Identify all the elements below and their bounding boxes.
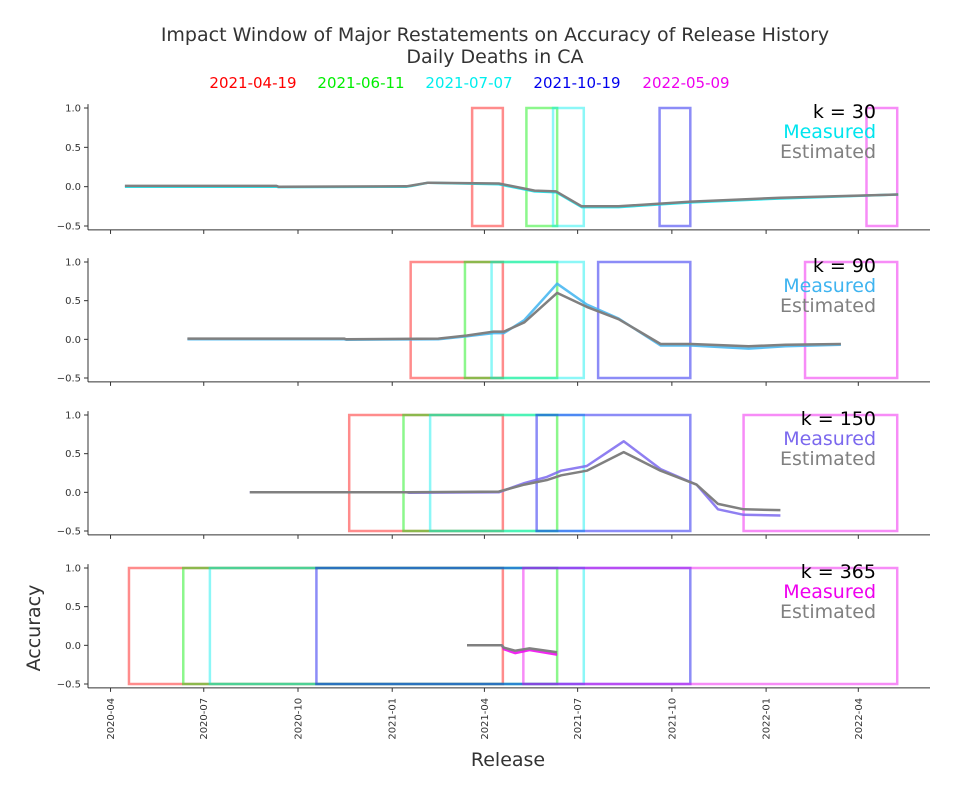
estimated-series-line (467, 644, 558, 654)
legend-entry-1: 2021-04-19 (209, 74, 296, 92)
y-tick-label: 0.0 (65, 335, 81, 346)
y-tick-label: 0.5 (65, 449, 81, 460)
y-tick-label: −0.5 (57, 527, 81, 538)
restatement-window-5 (803, 260, 899, 380)
y-tick-label: 0.5 (65, 143, 81, 154)
measured-label: Measured (783, 275, 876, 297)
restatement-window-1 (470, 106, 505, 228)
estimated-label: Estimated (780, 601, 876, 623)
estimated-label: Estimated (780, 141, 876, 163)
estimated-label: Estimated (780, 295, 876, 317)
x-tick-label: 2020-10 (294, 698, 305, 740)
estimated-series-line (124, 181, 899, 208)
measured-label: Measured (783, 121, 876, 143)
restatement-window-3 (428, 413, 586, 533)
y-tick-label: −0.5 (57, 374, 81, 385)
chart-subtitle: Daily Deaths in CA (406, 46, 583, 68)
restatement-window-1 (409, 260, 505, 380)
y-tick-label: 1.0 (65, 564, 81, 575)
y-axis-label: Accuracy (23, 585, 45, 672)
restatement-legend: 2021-04-19 2021-06-11 2021-07-07 2021-10-19… (209, 74, 729, 92)
k-label: k = 365 (801, 561, 876, 583)
x-tick-label: 2020-04 (106, 698, 117, 740)
x-tick-label: 2021-07 (573, 698, 584, 740)
restatement-window-1 (347, 413, 505, 533)
x-tick-label: 2021-04 (480, 698, 491, 740)
restatement-window-5 (865, 106, 899, 228)
restatement-window-4 (658, 106, 692, 228)
x-tick-label: 2021-01 (388, 698, 399, 740)
restatement-window-2 (182, 566, 559, 686)
y-tick-label: −0.5 (57, 222, 81, 233)
measured-series-line (249, 440, 781, 517)
restatement-window-4 (315, 566, 692, 686)
y-tick-label: 1.0 (65, 104, 81, 115)
y-tick-label: 1.0 (65, 258, 81, 269)
x-tick-label: 2020-07 (199, 698, 210, 740)
legend-entry-3: 2021-07-07 (425, 74, 512, 92)
y-tick-label: 0.0 (65, 182, 81, 193)
y-tick-label: 0.0 (65, 488, 81, 499)
estimated-label: Estimated (780, 448, 876, 470)
restatement-window-3 (551, 106, 586, 228)
k-label: k = 30 (813, 101, 876, 123)
restatement-window-4 (596, 260, 692, 380)
x-axis: 2020-04 2020-07 2020-10 2021-01 2021-04 2021-… (106, 698, 865, 740)
restatement-window-5 (522, 566, 899, 686)
x-tick-label: 2022-01 (762, 698, 773, 740)
y-tick-label: −0.5 (57, 680, 81, 691)
chart-title: Impact Window of Major Restatements on A… (161, 24, 829, 46)
x-axis-label: Release (471, 749, 545, 771)
x-tick-label: 2022-04 (854, 698, 865, 740)
legend-entry-4: 2021-10-19 (533, 74, 620, 92)
y-tick-label: 0.5 (65, 296, 81, 307)
restatement-window-1 (127, 566, 505, 686)
y-tick-label: 1.0 (65, 411, 81, 422)
legend-entry-5: 2022-05-09 (642, 74, 729, 92)
estimated-series-line (249, 450, 781, 512)
measured-label: Measured (783, 428, 876, 450)
restatement-window-2 (525, 106, 559, 228)
k-label: k = 90 (813, 255, 876, 277)
restatement-window-4 (535, 413, 692, 533)
k-label: k = 150 (801, 408, 876, 430)
x-tick-label: 2021-10 (667, 698, 678, 740)
panels: 1.00.50.0−0.5k = 30MeasuredEstimated1.00… (57, 101, 930, 692)
estimated-series-line (187, 291, 841, 348)
restatement-window-3 (490, 260, 586, 380)
y-tick-label: 0.0 (65, 641, 81, 652)
measured-label: Measured (783, 581, 876, 603)
legend-entry-2: 2021-06-11 (317, 74, 404, 92)
restatement-window-2 (463, 260, 559, 380)
restatement-window-5 (742, 413, 899, 533)
y-tick-label: 0.5 (65, 602, 81, 613)
restatement-window-3 (208, 566, 586, 686)
restatement-window-2 (402, 413, 559, 533)
